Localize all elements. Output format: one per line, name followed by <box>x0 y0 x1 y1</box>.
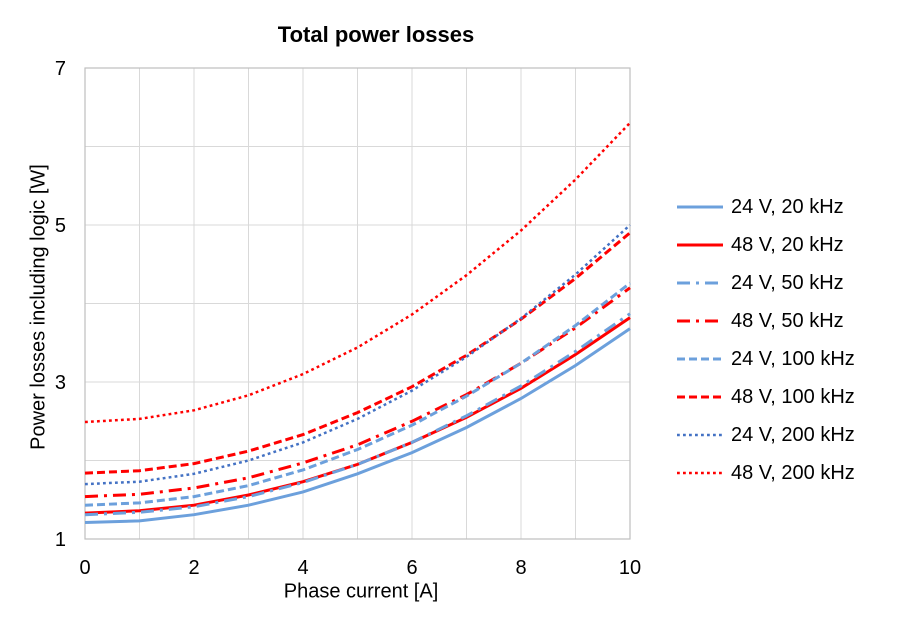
y-tick-label: 5 <box>55 215 66 237</box>
legend-item: 24 V, 200 kHz <box>676 416 855 454</box>
legend-item: 24 V, 50 kHz <box>676 264 855 302</box>
legend-label: 24 V, 200 kHz <box>731 424 855 446</box>
y-tick-label: 7 <box>55 58 66 80</box>
legend-swatch-dashdot-line <box>677 281 723 285</box>
legend-item: 48 V, 50 kHz <box>676 302 855 340</box>
legend-item: 24 V, 20 kHz <box>676 188 855 226</box>
legend-label: 48 V, 200 kHz <box>731 462 855 484</box>
legend-swatch-solid-line <box>677 243 723 247</box>
legend-swatch-dotted-line <box>677 471 723 475</box>
series-line-48-v-100-khz <box>84 231 631 475</box>
series-line-24-v-100-khz <box>84 281 631 507</box>
series-line-24-v-200-khz <box>84 224 631 486</box>
legend-label: 24 V, 100 kHz <box>731 348 855 370</box>
chart-title: Total power losses <box>277 22 475 47</box>
legend-label: 48 V, 20 kHz <box>731 234 844 256</box>
x-tick-label: 2 <box>188 557 199 579</box>
legend-item: 48 V, 200 kHz <box>676 454 855 492</box>
legend-swatch-solid-line <box>677 205 723 209</box>
x-tick-label: 0 <box>79 557 90 579</box>
legend-swatch-dashed-line <box>677 357 723 361</box>
legend-label: 48 V, 100 kHz <box>731 386 855 408</box>
legend: 24 V, 20 kHz 48 V, 20 kHz 24 V, 50 kHz 48 V… <box>676 188 855 492</box>
legend-swatch-dashed-line <box>677 395 723 399</box>
x-axis-title: Phase current [A] <box>283 580 439 603</box>
y-axis-title: Power losses including logic [W] <box>27 164 50 450</box>
y-tick-label: 1 <box>55 529 66 551</box>
legend-swatch-dotted-line <box>677 433 723 437</box>
series-line-48-v-200-khz <box>84 122 631 424</box>
x-tick-label: 6 <box>406 557 417 579</box>
x-tick-label: 10 <box>619 557 641 579</box>
legend-item: 48 V, 100 kHz <box>676 378 855 416</box>
y-tick-label: 3 <box>55 372 66 394</box>
legend-label: 48 V, 50 kHz <box>731 310 844 332</box>
plot-frame <box>84 67 631 540</box>
series-line-24-v-50-khz <box>84 312 631 517</box>
x-tick-label: 8 <box>515 557 526 579</box>
series-line-48-v-20-khz <box>84 316 631 515</box>
legend-item: 24 V, 100 kHz <box>676 340 855 378</box>
legend-label: 24 V, 20 kHz <box>731 196 844 218</box>
series-line-24-v-20-khz <box>84 327 631 524</box>
legend-label: 24 V, 50 kHz <box>731 272 844 294</box>
legend-swatch-dashdot-line <box>677 319 723 323</box>
legend-item: 48 V, 20 kHz <box>676 226 855 264</box>
x-tick-label: 4 <box>297 557 308 579</box>
